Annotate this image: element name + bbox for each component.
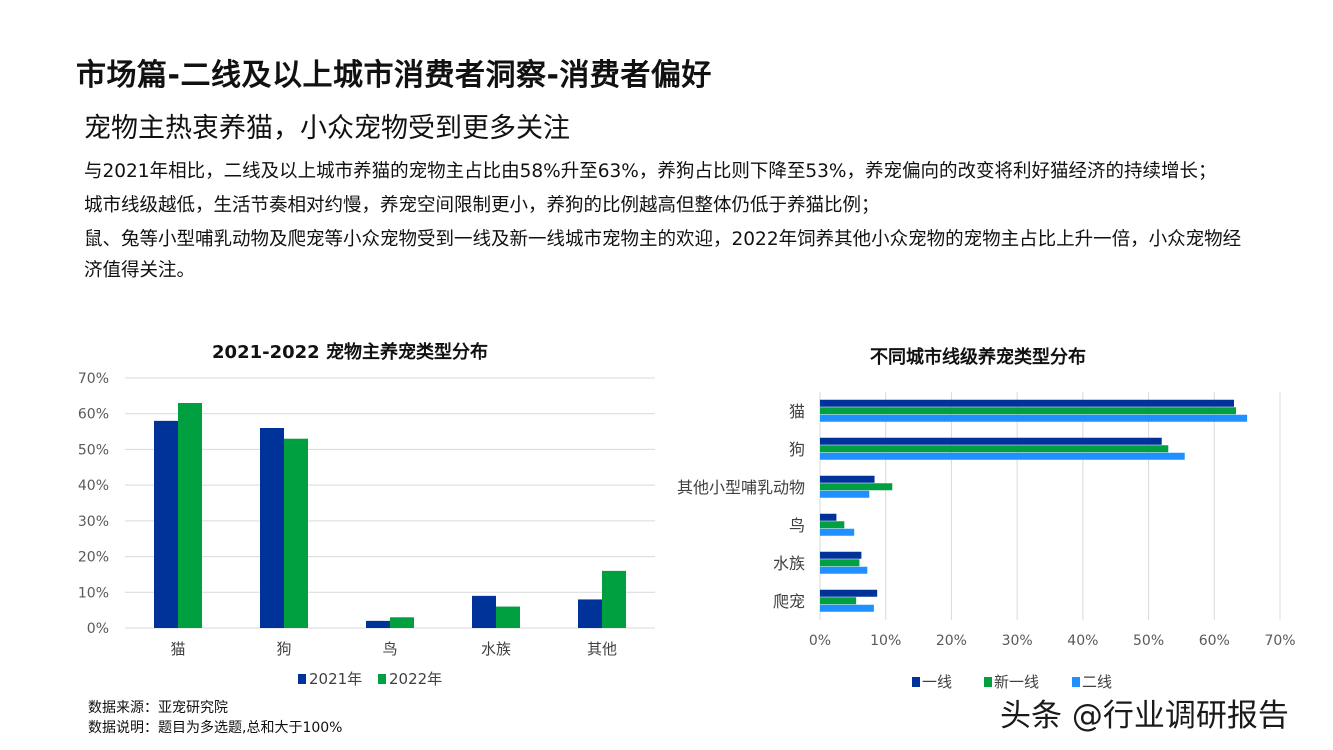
bar xyxy=(496,606,520,628)
bar xyxy=(602,570,626,628)
bar xyxy=(284,438,308,628)
bar xyxy=(820,399,1234,407)
legend-swatch xyxy=(298,674,306,684)
body-text: 与2021年相比，二线及以上城市养猫的宠物主占比由58%升至63%，养狗占比则下… xyxy=(84,156,1244,289)
watermark: 头条 @行业调研报告 xyxy=(1000,698,1289,734)
source-note: 数据来源：亚宠研究院 xyxy=(88,700,228,716)
paragraph-1: 与2021年相比，二线及以上城市养猫的宠物主占比由58%升至63%，养狗占比则下… xyxy=(84,161,1217,182)
bar xyxy=(390,617,414,628)
x-tick-label: 20% xyxy=(936,633,967,649)
y-tick-label: 狗 xyxy=(789,440,805,459)
bar xyxy=(820,604,874,612)
y-tick-label: 鸟 xyxy=(789,516,805,535)
bar xyxy=(260,428,284,628)
bar xyxy=(178,403,202,628)
bar xyxy=(820,551,862,559)
bar xyxy=(820,414,1248,422)
x-tick-label: 10% xyxy=(870,633,901,649)
y-tick-label: 猫 xyxy=(789,402,805,421)
y-tick-label: 10% xyxy=(78,585,109,601)
legend-label: 二线 xyxy=(1082,673,1112,691)
bar xyxy=(366,620,390,628)
x-tick-label: 60% xyxy=(1199,633,1230,649)
bar xyxy=(820,437,1162,445)
y-tick-label: 20% xyxy=(78,550,109,566)
y-tick-label: 0% xyxy=(87,621,109,637)
x-tick-label: 鸟 xyxy=(382,640,397,658)
x-tick-label: 40% xyxy=(1067,633,1098,649)
bar xyxy=(820,589,878,597)
pet-type-bar-chart: 2021-2022 宠物主养宠类型分布 0% 10% 20% 30% 40% 50% 60% 7… xyxy=(78,341,655,688)
bar xyxy=(472,595,496,628)
page-subtitle: 宠物主热衷养猫，小众宠物受到更多关注 xyxy=(84,113,570,144)
x-tick-label: 50% xyxy=(1133,633,1164,649)
bar xyxy=(820,559,860,567)
y-tick-label: 水族 xyxy=(773,554,805,573)
x-tick-label: 狗 xyxy=(276,640,291,658)
bar xyxy=(820,521,845,529)
bar xyxy=(820,483,893,491)
page-title: 市场篇-二线及以上城市消费者洞察-消费者偏好 xyxy=(76,58,712,93)
legend-swatch xyxy=(378,674,386,684)
bar xyxy=(820,566,868,574)
legend-label: 新一线 xyxy=(994,673,1039,691)
bar xyxy=(820,528,855,536)
x-tick-label: 猫 xyxy=(170,640,185,658)
chart-title: 2021-2022 宠物主养宠类型分布 xyxy=(212,341,488,363)
bar xyxy=(578,599,602,628)
x-tick-label: 其他 xyxy=(587,640,617,658)
y-tick-label: 其他小型哺乳动物 xyxy=(677,478,805,497)
bar xyxy=(820,513,837,521)
legend-swatch xyxy=(1072,677,1080,687)
x-tick-label: 30% xyxy=(1002,633,1033,649)
x-tick-label: 70% xyxy=(1264,633,1295,649)
x-tick-label: 水族 xyxy=(481,640,511,658)
y-tick-label: 30% xyxy=(78,514,109,530)
legend-swatch xyxy=(912,677,920,687)
y-tick-label: 70% xyxy=(78,371,109,387)
y-tick-label: 50% xyxy=(78,442,109,458)
legend-swatch xyxy=(984,677,992,687)
y-tick-label: 爬宠 xyxy=(773,592,805,611)
legend-label: 2021年 xyxy=(309,670,362,688)
city-tier-hbar-chart: 不同城市线级养宠类型分布 0% 10% 20% 30% 40% 50% 60% 70% 猫狗其他小… xyxy=(677,346,1296,691)
y-tick-label: 60% xyxy=(78,407,109,423)
data-note: 数据说明：题目为多选题,总和大于100% xyxy=(88,720,343,736)
bar xyxy=(820,445,1169,453)
legend-label: 2022年 xyxy=(389,670,442,688)
bar xyxy=(820,597,857,605)
chart-title: 不同城市线级养宠类型分布 xyxy=(870,346,1086,368)
bar xyxy=(820,452,1185,460)
bar xyxy=(820,475,875,483)
y-tick-label: 40% xyxy=(78,478,109,494)
legend-label: 一线 xyxy=(922,673,952,691)
x-tick-label: 0% xyxy=(809,633,831,649)
bar xyxy=(820,407,1236,415)
paragraph-2: 城市线级越低，生活节奏相对约慢，养宠空间限制更小，养狗的比例越高但整体仍低于养猫… xyxy=(84,195,880,216)
bar xyxy=(154,420,178,628)
paragraph-3: 鼠、兔等小型哺乳动物及爬宠等小众宠物受到一线及新一线城市宠物主的欢迎，2022年… xyxy=(84,229,1242,281)
bar xyxy=(820,490,870,498)
